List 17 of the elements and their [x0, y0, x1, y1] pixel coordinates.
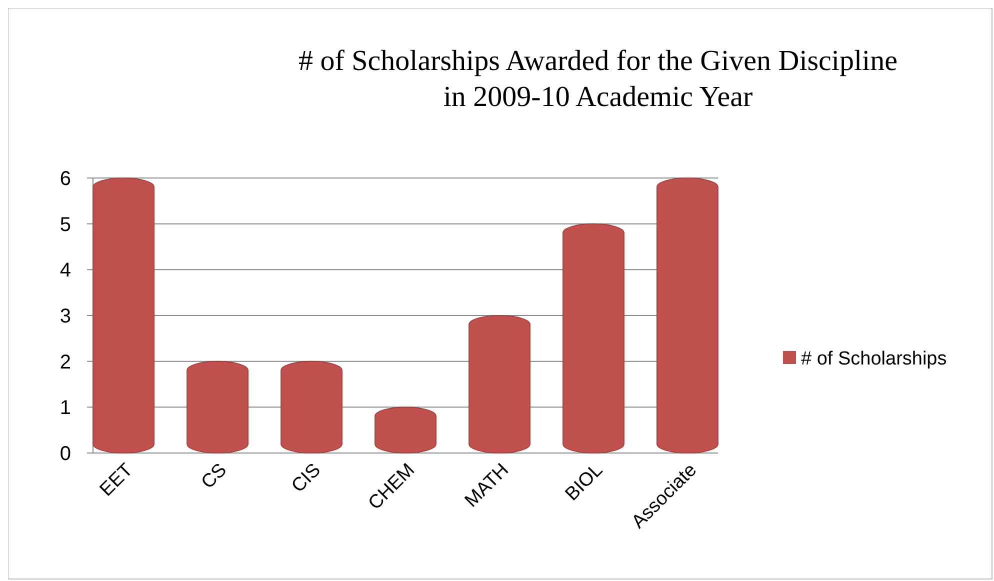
y-tick-label: 5 — [60, 214, 71, 236]
bar — [280, 360, 342, 454]
bar — [186, 360, 248, 454]
y-tick-label: 4 — [60, 260, 71, 282]
legend-label: # of Scholarships — [801, 348, 947, 370]
bar — [656, 178, 718, 454]
y-tick-label: 6 — [60, 168, 71, 190]
y-tick-label: 0 — [60, 443, 71, 465]
bar — [562, 223, 624, 454]
chart-title: # of Scholarships Awarded for the Given Discipline in 2009-10 Academic Year — [298, 45, 898, 113]
bar — [468, 315, 530, 454]
y-tick-label: 2 — [60, 351, 71, 374]
y-tick-label: 1 — [60, 397, 71, 420]
y-tick-label: 3 — [60, 306, 71, 328]
x-tick-label: CIS — [288, 460, 326, 497]
x-tick-label: CS — [198, 460, 232, 494]
bar — [374, 406, 436, 454]
